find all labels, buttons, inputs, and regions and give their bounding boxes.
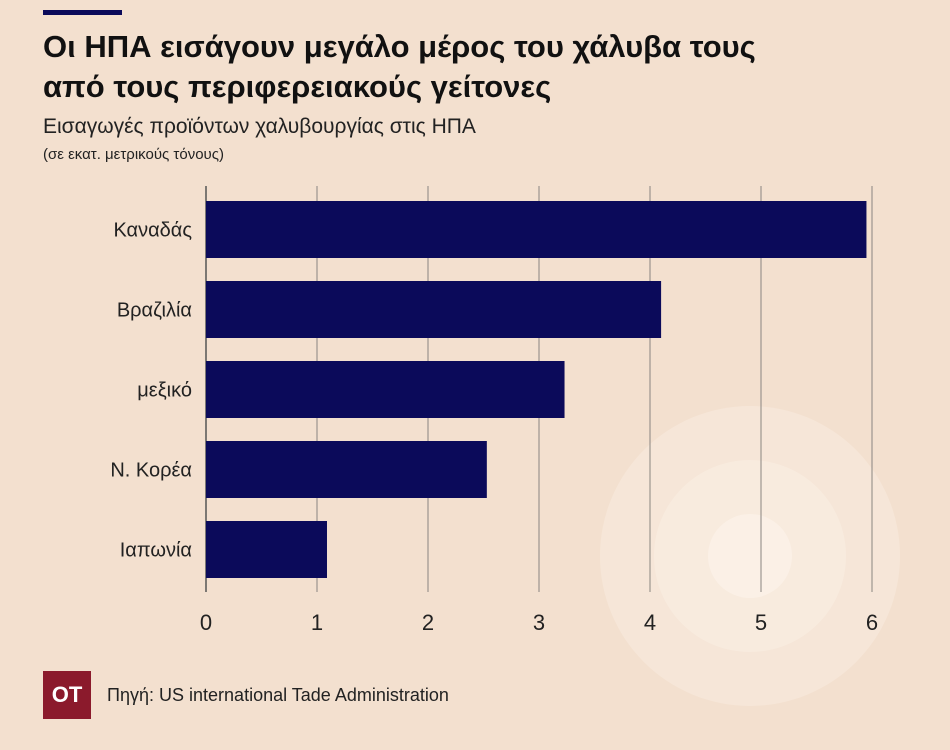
x-tick-label: 0	[200, 610, 212, 635]
source-note: Πηγή: US international Tade Administrati…	[107, 685, 449, 705]
chart-subtitle: Εισαγωγές προϊόντων χαλυβουργίας στις ΗΠ…	[43, 115, 476, 138]
bar	[206, 201, 867, 258]
decor-circle-inner	[708, 514, 792, 598]
bar	[206, 281, 662, 338]
category-label: Βραζιλία	[117, 300, 192, 322]
publisher-logo: OT	[43, 671, 91, 719]
x-tick-label: 3	[533, 610, 545, 635]
chart-units-label: (σε εκατ. μετρικούς τόνους)	[43, 146, 224, 163]
x-tick-label: 6	[866, 610, 878, 635]
x-tick-label: 5	[755, 610, 767, 635]
bar	[206, 441, 487, 498]
category-label: Ιαπωνία	[120, 540, 192, 562]
category-label: μεξικό	[137, 380, 192, 402]
chart-bars	[206, 201, 867, 578]
x-tick-label: 1	[311, 610, 323, 635]
category-labels: Καναδάς Βραζιλία μεξικό Ν. Κορέα Ιαπωνία	[110, 220, 192, 562]
category-label: Καναδάς	[113, 220, 192, 242]
top-accent-rule	[43, 10, 122, 15]
x-tick-labels: 0 1 2 3 4 5 6	[200, 610, 878, 635]
chart-title-line-2: από τους περιφερειακούς γείτονες	[43, 69, 552, 104]
x-tick-label: 4	[644, 610, 656, 635]
category-label: Ν. Κορέα	[110, 460, 192, 482]
bar	[206, 521, 327, 578]
background-decoration	[600, 406, 900, 706]
x-tick-label: 2	[422, 610, 434, 635]
bar	[206, 361, 565, 418]
chart-title: Οι ΗΠΑ εισάγουν μεγάλο μέρος του χάλυβα …	[43, 27, 903, 107]
chart-title-line-1: Οι ΗΠΑ εισάγουν μεγάλο μέρος του χάλυβα …	[43, 29, 756, 64]
